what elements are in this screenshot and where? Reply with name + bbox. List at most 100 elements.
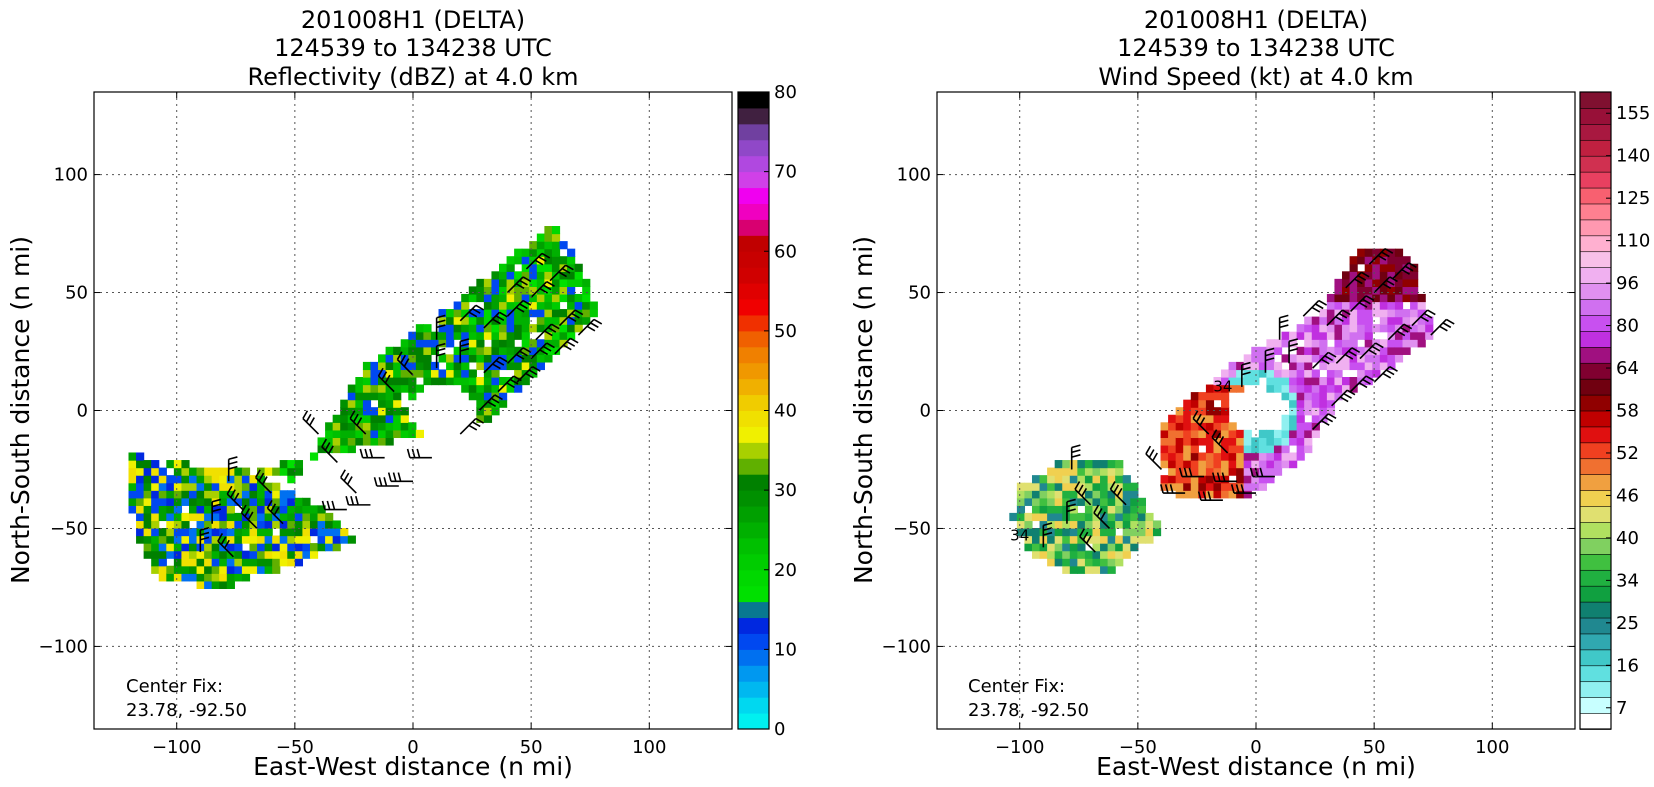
windspeed-data-cell [1402, 286, 1411, 295]
reflectivity-data-cell [506, 354, 515, 363]
windspeed-colorbar-tick-label: 80 [1616, 316, 1639, 337]
reflectivity-data-cell [378, 437, 387, 446]
reflectivity-data-cell [219, 527, 228, 537]
windspeed-wind-barb-feather [1235, 484, 1240, 494]
reflectivity-y-tick-label: −100 [39, 636, 88, 657]
reflectivity-data-cell [461, 384, 470, 393]
reflectivity-wind-barb-feather [224, 539, 230, 549]
reflectivity-wind-barb-feather [302, 410, 309, 419]
reflectivity-data-cell [173, 482, 183, 491]
reflectivity-data-cell [264, 512, 273, 522]
windspeed-data-cell [1402, 346, 1411, 355]
reflectivity-data-cell [483, 324, 493, 333]
windspeed-wind-barb [1211, 472, 1238, 483]
windspeed-data-cell [1016, 520, 1026, 529]
reflectivity-data-cell [340, 535, 349, 544]
windspeed-data-cell [1251, 460, 1260, 469]
reflectivity-colorbar-tick-label: 30 [774, 480, 797, 501]
reflectivity-data-cell [249, 490, 258, 499]
reflectivity-data-cell [181, 512, 190, 522]
windspeed-data-cell [1175, 444, 1184, 454]
windspeed-data-cell [1047, 497, 1056, 506]
reflectivity-data-cell [559, 241, 568, 250]
windspeed-data-cell [1334, 316, 1343, 325]
windspeed-data-cell [1205, 475, 1215, 484]
reflectivity-data-cell [408, 392, 417, 401]
reflectivity-data-cell [279, 497, 288, 506]
windspeed-data-cell [1190, 422, 1199, 431]
windspeed-data-cell [1394, 286, 1404, 295]
windspeed-data-cell [1092, 520, 1101, 529]
windspeed-colorbar-tick-label: 40 [1616, 528, 1639, 549]
windspeed-data-cell [1077, 543, 1086, 552]
reflectivity-data-cell [567, 278, 576, 288]
windspeed-data-cell [1084, 490, 1094, 499]
windspeed-data-cell [1266, 384, 1275, 393]
windspeed-wind-barb-feather [1093, 504, 1100, 514]
reflectivity-wind-barb-feather [460, 343, 470, 347]
reflectivity-data-cell [128, 497, 137, 506]
reflectivity-data-cell [544, 226, 553, 235]
windspeed-contour-label: 34 [1010, 526, 1029, 544]
reflectivity-data-cell [521, 263, 530, 272]
reflectivity-data-cell [476, 286, 485, 295]
reflectivity-data-cell [438, 354, 447, 363]
reflectivity-data-cell [370, 392, 379, 401]
windspeed-data-cell [1205, 467, 1215, 476]
windspeed-data-cell [1364, 271, 1373, 280]
windspeed-colorbar-swatch [1579, 266, 1612, 284]
windspeed-data-cell [1372, 346, 1381, 355]
windspeed-data-cell [1394, 354, 1404, 363]
windspeed-data-cell [1349, 278, 1358, 288]
windspeed-data-cell [1092, 558, 1101, 567]
reflectivity-data-cell [188, 573, 198, 582]
reflectivity-wind-barb-feather [495, 315, 505, 321]
reflectivity-colorbar-swatch [738, 314, 769, 332]
windspeed-data-cell [1175, 429, 1184, 439]
reflectivity-data-cell [226, 580, 235, 589]
reflectivity-data-cell [551, 331, 561, 340]
windspeed-data-cell [1084, 460, 1094, 469]
reflectivity-data-cell [393, 346, 402, 355]
reflectivity-data-cell [468, 346, 477, 355]
windspeed-data-cell [1062, 490, 1071, 499]
windspeed-data-cell [1319, 309, 1328, 318]
windspeed-wind-barb-staff [1211, 436, 1229, 454]
reflectivity-data-cell [234, 512, 243, 522]
windspeed-colorbar-swatch [1579, 282, 1612, 300]
windspeed-data-cell [1243, 377, 1252, 386]
windspeed-data-cell [1077, 475, 1086, 484]
windspeed-wind-barb-feather [1148, 449, 1155, 458]
reflectivity-data-cell [204, 580, 213, 589]
windspeed-data-cell [1319, 316, 1328, 325]
reflectivity-data-cell [544, 271, 553, 280]
reflectivity-data-cell [219, 475, 228, 484]
windspeed-wind-barb-feather [1169, 484, 1174, 494]
reflectivity-data-cell [438, 324, 447, 333]
reflectivity-data-cell [514, 324, 523, 333]
windspeed-data-cell [1236, 475, 1245, 484]
reflectivity-wind-barb-feather [519, 350, 528, 357]
windspeed-data-cell [1198, 422, 1207, 431]
windspeed-data-cell [1251, 444, 1260, 454]
reflectivity-data-cell [151, 558, 160, 567]
windspeed-data-cell [1342, 361, 1351, 371]
windspeed-data-cell [1221, 384, 1230, 393]
reflectivity-wind-barb-feather [515, 283, 525, 290]
reflectivity-data-cell [567, 286, 576, 295]
windspeed-wind-barb-feather [1446, 318, 1455, 325]
windspeed-data-cell [1326, 346, 1336, 355]
windspeed-data-cell [1251, 452, 1260, 461]
windspeed-data-cell [1304, 316, 1313, 325]
reflectivity-data-cell [483, 309, 493, 318]
reflectivity-data-cell [143, 543, 152, 552]
windspeed-data-cell [1115, 467, 1124, 476]
reflectivity-data-cell [468, 286, 477, 295]
reflectivity-data-cell [211, 558, 220, 567]
reflectivity-data-cell [491, 407, 500, 416]
reflectivity-data-cell [499, 331, 508, 340]
windspeed-data-cell [1100, 512, 1109, 522]
reflectivity-data-cell [430, 377, 440, 386]
reflectivity-data-cell [264, 467, 273, 476]
reflectivity-data-cell [529, 369, 538, 378]
